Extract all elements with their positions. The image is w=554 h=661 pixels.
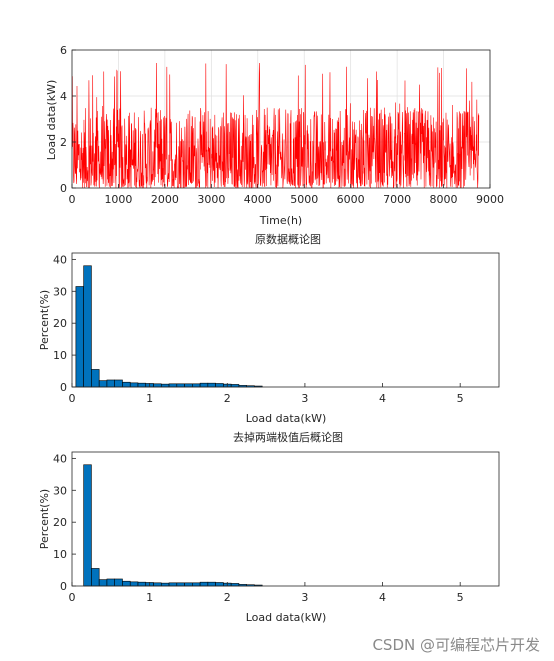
histogram-bar	[91, 568, 100, 587]
x-tick-label: 4	[379, 591, 386, 604]
histogram-bar	[192, 582, 201, 587]
x-tick-label: 8000	[430, 193, 458, 206]
plot-area-2	[72, 253, 499, 387]
x-tick-label: 1	[146, 591, 153, 604]
x-tick-label: 5	[457, 591, 464, 604]
x-tick-label: 4	[379, 392, 386, 405]
histogram-bar	[122, 381, 131, 388]
histogram-bar	[98, 380, 108, 388]
plot-box-1	[71, 49, 491, 189]
x-tick-label: 4000	[244, 193, 272, 206]
histogram-bar	[153, 582, 162, 587]
plot-box-2	[71, 252, 500, 388]
x-tick-label: 6000	[337, 193, 365, 206]
load-series-line	[71, 62, 480, 189]
ticks-2: 0 1 2 3 4 5 0 10 20 30 40	[53, 253, 464, 405]
y-tick-label: 30	[53, 285, 67, 298]
histogram-bar	[192, 383, 201, 388]
y-axis-label-3: Percent(%)	[38, 489, 51, 549]
x-axis-label-3: Load data(kW)	[246, 611, 327, 624]
histogram-bar	[122, 580, 131, 587]
y-tick-label: 20	[53, 317, 67, 330]
x-tick-label: 7000	[383, 193, 411, 206]
histogram-trimmed-panel: 去掉两端极值后概论图 0 1 2 3 4 5 0 10 20 30 40 Load data(kW)…	[38, 430, 500, 624]
y-tick-label: 0	[60, 580, 67, 593]
x-tick-label: 1	[146, 392, 153, 405]
x-tick-label: 5000	[290, 193, 318, 206]
y-tick-label: 2	[60, 136, 67, 149]
y-tick-label: 4	[60, 90, 67, 103]
histogram-bar	[129, 581, 139, 587]
histogram-bar	[199, 382, 209, 388]
histogram-bar	[106, 578, 115, 587]
x-tick-label: 1000	[104, 193, 132, 206]
histogram-bar	[207, 382, 216, 388]
ticks-1: 0 1000 2000 3000 4000 5000 6000 7000 8000 9000 0 2 4…	[60, 44, 504, 206]
y-tick-label: 20	[53, 516, 67, 529]
plot-area-3	[72, 452, 499, 586]
histogram-bar	[176, 383, 185, 388]
bars-2	[75, 265, 263, 388]
histogram-bar	[129, 382, 139, 388]
plot-box-3	[71, 451, 500, 587]
x-tick-label: 2	[224, 591, 231, 604]
histogram-bar	[184, 582, 193, 587]
ticks-3: 0 1 2 3 4 5 0 10 20 30 40	[53, 452, 464, 604]
histogram-bar	[114, 379, 123, 388]
y-tick-label: 40	[53, 253, 67, 266]
histogram-original-panel: 原数据概论图 0 1 2 3 4 5 0 10 20 30 40 Load data(kW) Per…	[38, 232, 500, 425]
histogram-bar	[168, 383, 178, 388]
x-tick-label: 2000	[151, 193, 179, 206]
watermark: CSDN @可编程芯片开发	[372, 636, 540, 654]
histogram-bar	[207, 581, 216, 587]
histogram-bar	[215, 582, 224, 587]
x-tick-label: 0	[69, 591, 76, 604]
histogram-bar	[176, 582, 185, 587]
histogram-bar	[168, 582, 178, 587]
y-tick-label: 10	[53, 349, 67, 362]
x-tick-label: 3	[301, 591, 308, 604]
histogram-bar	[75, 286, 84, 388]
histogram-bar	[160, 582, 170, 587]
load-line	[71, 62, 480, 189]
y-tick-label: 0	[60, 381, 67, 394]
x-tick-label: 2	[224, 392, 231, 405]
x-tick-label: 5	[457, 392, 464, 405]
y-tick-label: 0	[60, 182, 67, 195]
histogram-bar	[160, 383, 170, 388]
chart-title-3: 去掉两端极值后概论图	[233, 430, 343, 444]
histogram-bar	[106, 379, 115, 388]
histogram-bar	[215, 383, 224, 388]
histogram-bar	[137, 581, 147, 587]
histogram-bar	[184, 383, 193, 388]
y-tick-label: 10	[53, 548, 67, 561]
y-tick-label: 40	[53, 452, 67, 465]
histogram-bar	[91, 369, 100, 388]
chart-title-2: 原数据概论图	[255, 232, 321, 246]
histogram-bar	[83, 464, 92, 587]
x-tick-label: 3000	[197, 193, 225, 206]
load-timeseries-panel: 0 1000 2000 3000 4000 5000 6000 7000 8000 9000 0 2 4…	[45, 44, 504, 227]
x-tick-label: 9000	[476, 193, 504, 206]
histogram-bar	[114, 578, 123, 587]
histogram-bar	[137, 382, 147, 388]
x-axis-label-1: Time(h)	[259, 214, 302, 227]
histogram-bar	[98, 579, 108, 587]
x-tick-label: 0	[69, 193, 76, 206]
y-axis-label-2: Percent(%)	[38, 290, 51, 350]
x-tick-label: 3	[301, 392, 308, 405]
histogram-bar	[83, 265, 92, 388]
x-tick-label: 0	[69, 392, 76, 405]
x-axis-label-2: Load data(kW)	[246, 412, 327, 425]
y-tick-label: 30	[53, 484, 67, 497]
histogram-bar	[153, 383, 162, 388]
y-tick-label: 6	[60, 44, 67, 57]
y-axis-label-1: Load data(kW)	[45, 80, 58, 161]
histogram-bar	[199, 581, 209, 587]
